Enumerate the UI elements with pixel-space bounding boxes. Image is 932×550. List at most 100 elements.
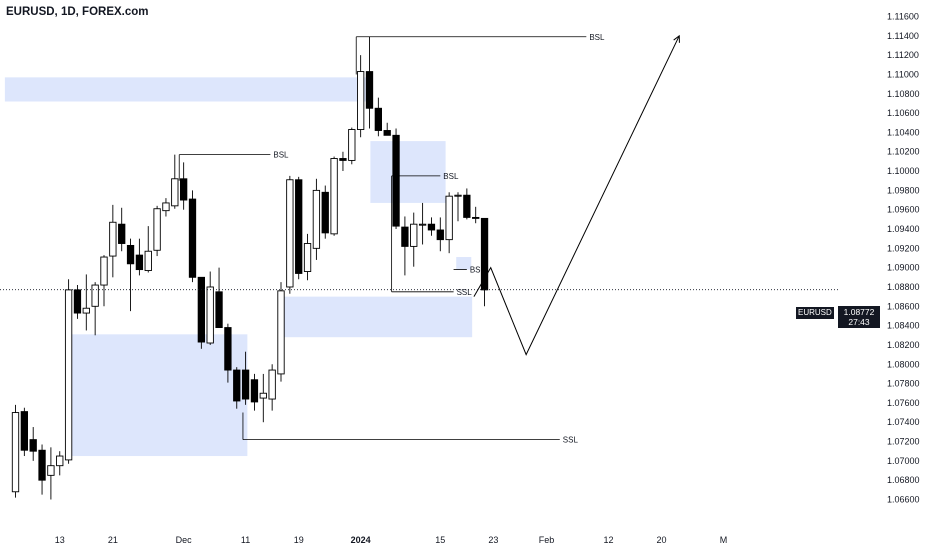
time-tick-label: 23	[488, 535, 498, 545]
candle	[463, 188, 471, 220]
annotation-lines: BSL BSL BSL SSL SSL BSL	[178, 33, 605, 445]
candle	[374, 97, 382, 137]
candle	[162, 198, 170, 217]
candle-body	[392, 134, 400, 227]
candle-body	[171, 178, 179, 207]
price-tick-label: 1.06800	[887, 475, 920, 485]
candle	[153, 205, 161, 257]
time-axis: 13 21 Dec 11 19 2024 15 23 Feb 12 20 M	[55, 535, 728, 545]
candle-body	[126, 244, 135, 265]
price-tick-label: 1.07000	[887, 456, 920, 466]
time-tick-label: M	[720, 535, 728, 545]
price-tick-label: 1.10800	[887, 89, 920, 99]
candle-body	[312, 189, 321, 249]
candle	[109, 204, 117, 278]
candle	[179, 162, 188, 210]
candle-body	[321, 191, 329, 234]
candle	[365, 36, 374, 129]
price-tick-label: 1.07600	[887, 398, 920, 408]
candle-body	[295, 179, 303, 274]
price-tick-label: 1.07800	[887, 379, 920, 389]
price-tick-label: 1.10200	[887, 147, 920, 157]
price-tick-label: 1.08400	[887, 321, 920, 331]
price-tick-label: 1.09600	[887, 205, 920, 215]
annotation-label-5: BSL	[470, 266, 486, 275]
price-tick-label: 1.08800	[887, 282, 920, 292]
zone-0	[4, 77, 371, 102]
time-tick-label: 12	[603, 535, 613, 545]
candle	[392, 128, 400, 230]
candle-body	[135, 254, 144, 271]
candle-body	[250, 379, 259, 403]
last-price-symbol: EURUSD	[796, 307, 834, 319]
candle	[277, 282, 285, 382]
candle	[268, 364, 276, 411]
price-tick-label: 1.09200	[887, 243, 920, 253]
time-tick-label: 13	[55, 535, 65, 545]
candle	[454, 192, 462, 222]
price-tick-label: 1.08600	[887, 301, 920, 311]
candle	[233, 367, 241, 409]
candle	[427, 217, 436, 236]
price-tick-label: 1.06600	[887, 495, 920, 505]
price-tick-label: 1.08000	[887, 359, 920, 369]
time-tick-label: 15	[435, 535, 445, 545]
candle-body	[418, 223, 427, 226]
candle	[118, 207, 126, 252]
candle	[29, 427, 37, 461]
candle-body	[11, 412, 20, 493]
candle	[480, 217, 489, 307]
candles	[11, 36, 489, 500]
candle	[259, 373, 267, 423]
candle	[445, 192, 453, 254]
candle	[144, 226, 152, 273]
candle	[357, 55, 365, 138]
candle-body	[233, 369, 241, 402]
price-tick-label: 1.09800	[887, 185, 920, 195]
candle	[188, 190, 197, 283]
price-tick-label: 1.11800	[887, 0, 919, 2]
candle-body	[472, 216, 480, 219]
annotation-label-3: SSL	[457, 288, 473, 297]
candle	[286, 175, 294, 294]
candle	[11, 404, 20, 498]
candle	[73, 285, 82, 319]
candle-body	[29, 439, 37, 452]
zone-1	[370, 141, 446, 203]
candle	[410, 212, 418, 267]
candle	[348, 127, 356, 165]
candle-body	[144, 250, 152, 272]
candle	[241, 351, 250, 405]
candle	[64, 279, 73, 464]
candle-body	[401, 226, 409, 247]
candle	[330, 156, 338, 236]
bar-countdown: 27:43	[848, 317, 870, 327]
candle-body	[215, 291, 223, 329]
candle	[20, 407, 28, 457]
projection-line	[473, 35, 680, 356]
candle	[472, 206, 480, 224]
candle	[312, 178, 321, 260]
zone-3	[278, 296, 473, 338]
candle-body	[206, 286, 214, 344]
candle	[401, 216, 409, 276]
liquidity-zones	[4, 77, 473, 457]
time-tick-label: 11	[241, 535, 250, 545]
annotation-label-1: BSL	[273, 151, 289, 160]
projection-arrowhead	[673, 34, 680, 43]
candle	[224, 323, 232, 383]
candle-body	[188, 198, 197, 278]
candle-body	[109, 221, 117, 257]
price-tick-label: 1.08200	[887, 340, 920, 350]
price-tick-label: 1.09400	[887, 224, 920, 234]
candle-body	[365, 71, 374, 109]
price-tick-label: 1.07200	[887, 437, 920, 447]
candle	[47, 447, 55, 500]
candle	[91, 282, 99, 336]
symbol-title: EURUSD, 1D, FOREX.com	[6, 6, 149, 18]
candle	[100, 255, 108, 307]
candle-body	[286, 179, 294, 288]
candle-body	[339, 158, 347, 161]
candle	[135, 238, 144, 276]
